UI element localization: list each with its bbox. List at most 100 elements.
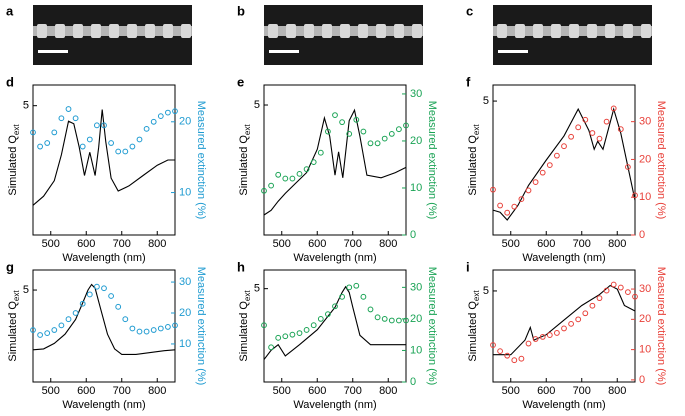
x-axis-label: Wavelength (nm) bbox=[62, 399, 145, 411]
wire-segment bbox=[55, 24, 65, 38]
data-point bbox=[157, 113, 164, 120]
y2-tick-label: 30 bbox=[639, 283, 651, 295]
data-point bbox=[72, 310, 79, 316]
data-point bbox=[86, 291, 93, 298]
data-point bbox=[268, 182, 275, 189]
data-point bbox=[589, 302, 596, 309]
data-point bbox=[625, 289, 631, 295]
sem-panel: b bbox=[237, 3, 423, 65]
data-point bbox=[546, 162, 553, 169]
y2-tick-label: 0 bbox=[410, 376, 416, 388]
x-tick-label: 600 bbox=[308, 238, 326, 250]
y2-axis-label: Measured extinction (%) bbox=[195, 267, 207, 386]
panel-label: e bbox=[237, 74, 244, 89]
wire-segment bbox=[163, 24, 173, 38]
plot-frame bbox=[263, 84, 407, 236]
data-point bbox=[625, 164, 631, 170]
data-point bbox=[30, 129, 36, 136]
y-axis-label-sub: ext bbox=[243, 290, 252, 301]
plot-frame bbox=[263, 269, 407, 383]
data-point bbox=[317, 316, 324, 322]
x-axis-label: Wavelength (nm) bbox=[522, 399, 605, 411]
data-point bbox=[610, 105, 617, 112]
data-point bbox=[388, 317, 395, 324]
data-point bbox=[403, 122, 409, 129]
data-point bbox=[346, 131, 353, 137]
data-point bbox=[568, 320, 574, 327]
data-point bbox=[325, 128, 331, 135]
y-axis-label: Simulated Qext bbox=[7, 290, 21, 362]
data-point bbox=[51, 129, 58, 136]
x-axis-label: Wavelength (nm) bbox=[522, 252, 605, 264]
plot-frame bbox=[32, 269, 176, 383]
y2-tick-label: 10 bbox=[639, 344, 651, 356]
data-point bbox=[532, 336, 539, 342]
x-tick-label: 600 bbox=[77, 385, 95, 397]
data-point bbox=[37, 143, 43, 150]
data-point bbox=[539, 169, 546, 176]
data-point bbox=[65, 106, 72, 112]
panel-label: h bbox=[237, 259, 245, 274]
data-point bbox=[157, 325, 164, 332]
data-point bbox=[115, 303, 122, 310]
data-point bbox=[525, 187, 532, 194]
x-axis-label: Wavelength (nm) bbox=[293, 252, 376, 264]
y-axis-label-main: Simulated Q bbox=[467, 301, 479, 362]
x-tick-label: 500 bbox=[42, 238, 60, 250]
y-axis-label: Simulated Qext bbox=[238, 124, 252, 196]
data-point bbox=[603, 287, 610, 294]
scale-bar bbox=[498, 50, 528, 53]
x-tick-label: 700 bbox=[573, 385, 591, 397]
wire-segment bbox=[515, 24, 525, 38]
y-axis-label-sub: ext bbox=[243, 124, 252, 135]
x-axis-label: Wavelength (nm) bbox=[62, 252, 145, 264]
y2-axis-label: Measured extinction (%) bbox=[426, 267, 438, 386]
data-point bbox=[282, 333, 289, 340]
y2-axis-label: Measured extinction (%) bbox=[655, 101, 667, 220]
data-point bbox=[289, 331, 296, 338]
data-point bbox=[79, 143, 86, 150]
data-point bbox=[511, 203, 518, 210]
wire-segment bbox=[286, 24, 296, 38]
data-point bbox=[122, 148, 129, 155]
data-point bbox=[596, 295, 603, 302]
scale-bar bbox=[38, 50, 68, 53]
y-axis-label-main: Simulated Q bbox=[7, 135, 19, 196]
wire-segment bbox=[145, 24, 155, 38]
simulated-line bbox=[32, 283, 176, 355]
y-axis-label-main: Simulated Q bbox=[467, 135, 479, 196]
data-point bbox=[539, 333, 546, 340]
panel-label: a bbox=[6, 3, 14, 18]
data-point bbox=[94, 283, 100, 290]
y2-tick-label: 0 bbox=[639, 374, 645, 386]
simulated-line bbox=[493, 284, 636, 356]
wire-segment bbox=[587, 24, 597, 38]
wire-segment bbox=[394, 24, 404, 38]
data-point bbox=[339, 293, 346, 300]
x-tick-label: 800 bbox=[379, 385, 397, 397]
data-point bbox=[346, 284, 353, 291]
simulated-line bbox=[32, 109, 175, 206]
data-point bbox=[360, 293, 367, 300]
panel-label: b bbox=[237, 3, 245, 18]
y-tick-label: 5 bbox=[254, 283, 260, 295]
data-point bbox=[289, 175, 296, 182]
data-point bbox=[554, 152, 560, 159]
sem-panel: c bbox=[466, 3, 652, 65]
data-point bbox=[332, 112, 338, 118]
data-point bbox=[94, 122, 100, 129]
wire-segment bbox=[304, 24, 314, 38]
wire-segment bbox=[73, 24, 83, 38]
data-point bbox=[518, 355, 525, 362]
data-point bbox=[632, 293, 638, 300]
data-point bbox=[72, 115, 79, 122]
simulated-line bbox=[263, 285, 406, 360]
data-point bbox=[575, 124, 582, 131]
data-point bbox=[86, 136, 93, 143]
data-point bbox=[143, 125, 150, 132]
data-point bbox=[546, 332, 553, 338]
data-point bbox=[374, 140, 381, 147]
